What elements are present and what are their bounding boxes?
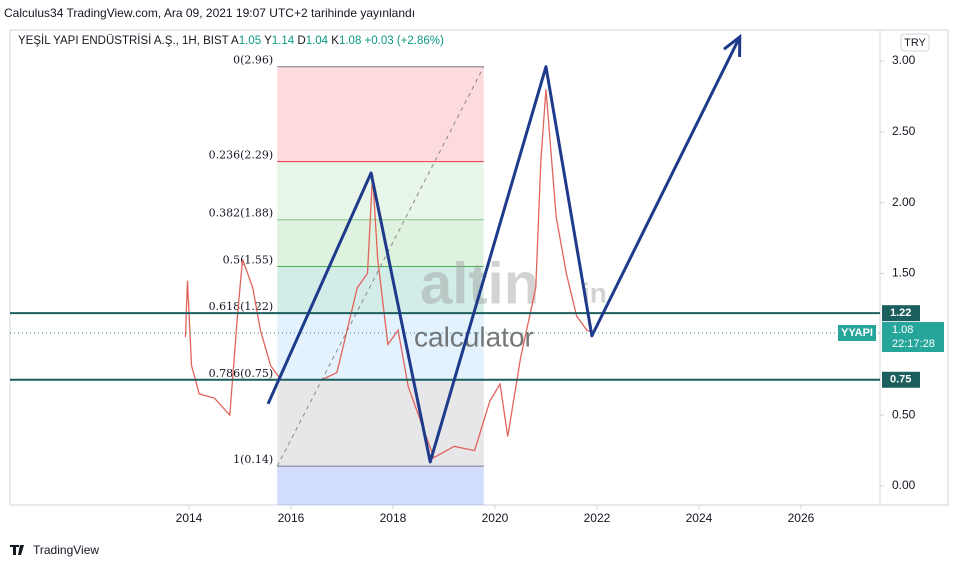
x-tick-label: 2014 (176, 511, 203, 525)
last-price-tag (882, 322, 944, 353)
tv-logo (10, 545, 24, 555)
fib-label: 0.236(2.29) (209, 149, 274, 162)
watermark-brand: altin (420, 251, 539, 316)
symbol-legend: YEŞİL YAPI ENDÜSTRİSİ A.Ş., 1H, BIST A1.… (18, 34, 444, 47)
ohlc-value: 1.08 (339, 35, 361, 47)
x-tick-label: 2022 (584, 511, 611, 525)
hline-tag (882, 305, 920, 322)
x-tick-label: 2026 (788, 511, 815, 525)
y-tick-label: 0.00 (892, 478, 916, 492)
watermark-sub: calculator (414, 321, 534, 352)
ohlc-key: A (231, 35, 239, 47)
change: +0.03 (+2.86%) (365, 35, 444, 47)
fib-label: 0.786(0.75) (209, 367, 274, 380)
countdown: 22:17:28 (892, 338, 935, 350)
fib-label: 0(2.96) (233, 54, 273, 67)
currency-badge (900, 33, 930, 52)
price-line (184, 89, 595, 459)
published-note: Calculus34 TradingView.com, Ara 09, 2021… (4, 6, 415, 20)
ohlc-value: 1.04 (306, 35, 329, 47)
y-tick-label: 0.50 (892, 407, 916, 421)
y-tick-label: 2.00 (892, 195, 916, 209)
fib-label: 0.5(1.55) (223, 253, 274, 266)
fib-zone (277, 313, 484, 380)
footer-brand: TradingView (33, 543, 99, 557)
fib-label: 0.618(1.22) (209, 300, 274, 313)
zigzag-drawing (266, 36, 742, 464)
fib-zone (277, 66, 484, 162)
ohlc-value: 1.14 (272, 35, 295, 47)
arrow-head (723, 33, 742, 57)
ohlc-value: 1.05 (239, 35, 261, 47)
symbol: YEŞİL YAPI ENDÜSTRİSİ A.Ş., 1H, BIST (18, 34, 229, 47)
ohlc-key: Y (264, 35, 272, 47)
y-tick-label: 2.50 (892, 124, 916, 138)
y-tick-label: 1.50 (892, 266, 916, 280)
fib-label: 0.382(1.88) (209, 207, 274, 220)
fib-extension (277, 466, 484, 505)
ohlc-key: D (297, 35, 305, 47)
fib-zone (277, 161, 484, 220)
fib-zone (277, 219, 484, 267)
currency: TRY (904, 37, 926, 49)
frame (9, 29, 949, 506)
fib-trend (276, 66, 485, 467)
symbol-tag (838, 325, 876, 342)
x-tick-label: 2018 (380, 511, 407, 525)
hline-label: 0.75 (890, 374, 911, 386)
x-tick-label: 2016 (278, 511, 305, 525)
x-tick-label: 2020 (482, 511, 509, 525)
x-tick-label: 2024 (686, 511, 713, 525)
hline-label: 1.22 (890, 307, 911, 319)
fib-label: 1(0.14) (233, 453, 273, 466)
ohlc-key: K (331, 35, 339, 47)
hline-tag (882, 371, 920, 388)
symbol-name: YYAPI (841, 327, 873, 339)
last-price: 1.08 (892, 324, 913, 336)
y-tick-label: 3.00 (892, 53, 916, 67)
fib-zone (277, 379, 484, 467)
